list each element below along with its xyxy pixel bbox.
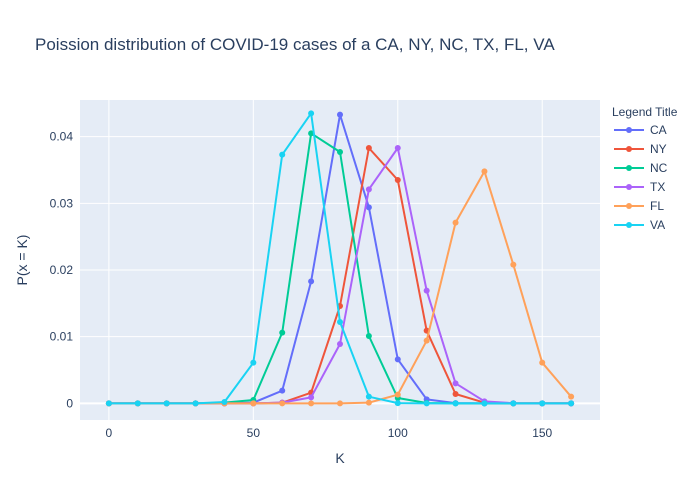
legend-item-tx: TX [614, 180, 665, 194]
y-tick-label: 0.03 [50, 196, 74, 210]
data-point-fl [308, 400, 315, 407]
data-point-va [134, 400, 141, 407]
y-axis-label: P(x = K) [14, 235, 30, 286]
data-point-va [481, 400, 488, 407]
legend-label-tx: TX [650, 180, 665, 194]
data-point-fl [481, 168, 488, 175]
legend-marker-ny [626, 146, 632, 152]
x-axis-label: K [335, 450, 345, 466]
legend-marker-ca [626, 127, 632, 133]
x-axis-ticks: 0 50 100 150 [106, 426, 553, 440]
series-va [105, 110, 575, 407]
data-point-ca [308, 278, 315, 285]
data-point-va [365, 393, 372, 400]
legend-label-nc: NC [650, 161, 668, 175]
data-point-va [163, 400, 170, 407]
data-point-va [337, 319, 343, 325]
data-point-ca [365, 204, 372, 211]
x-tick-label: 0 [106, 426, 113, 440]
data-point-ca [337, 111, 343, 118]
data-point-fl [568, 393, 575, 400]
data-point-fl [539, 359, 546, 366]
data-point-va [510, 400, 517, 407]
legend: Legend Title CA NY NC TX FL VA [612, 105, 678, 232]
data-point-ca [279, 387, 286, 394]
data-point-va [279, 151, 286, 158]
data-point-ny [394, 177, 401, 183]
data-point-tx [423, 287, 430, 294]
legend-label-ny: NY [650, 142, 667, 156]
legend-marker-nc [626, 165, 632, 171]
data-point-fl [510, 261, 517, 268]
data-point-nc [279, 329, 286, 336]
data-point-va [221, 399, 228, 405]
legend-label-ca: CA [650, 123, 667, 137]
data-point-va [394, 400, 401, 407]
data-point-nc [308, 130, 315, 137]
data-point-va [568, 400, 575, 407]
legend-label-va: VA [650, 218, 665, 232]
legend-title: Legend Title [612, 105, 678, 119]
legend-marker-va [626, 222, 632, 228]
data-point-fl [279, 400, 286, 407]
data-point-tx [308, 394, 315, 401]
data-point-va [192, 400, 199, 407]
legend-marker-fl [626, 203, 632, 209]
data-point-fl [394, 391, 401, 398]
y-tick-label: 0.04 [50, 130, 74, 144]
legend-label-fl: FL [650, 199, 664, 213]
data-point-tx [337, 341, 343, 347]
y-tick-label: 0 [66, 396, 73, 410]
data-point-fl [337, 400, 343, 407]
chart-title: Poission distribution of COVID-19 cases … [35, 35, 555, 54]
y-tick-label: 0.02 [50, 263, 74, 277]
data-point-nc [365, 333, 372, 339]
legend-item-nc: NC [614, 161, 668, 175]
x-tick-label: 100 [388, 426, 408, 440]
data-point-va [423, 400, 430, 407]
y-axis-ticks: 0 0.01 0.02 0.03 0.04 [50, 130, 74, 411]
y-tick-label: 0.01 [50, 330, 74, 344]
legend-item-va: VA [614, 218, 665, 232]
data-point-tx [365, 186, 372, 193]
legend-item-fl: FL [614, 199, 664, 213]
data-point-va [539, 400, 546, 407]
data-point-va [250, 359, 257, 366]
legend-item-ny: NY [614, 142, 667, 156]
data-point-ca [394, 356, 401, 363]
x-tick-label: 150 [532, 426, 552, 440]
data-point-va [308, 110, 315, 117]
data-point-fl [452, 219, 459, 226]
data-point-tx [452, 380, 459, 387]
data-point-va [105, 400, 112, 407]
y-grid [80, 136, 600, 338]
legend-marker-tx [626, 184, 632, 190]
legend-item-ca: CA [614, 123, 667, 137]
data-point-fl [365, 399, 372, 406]
data-point-ny [452, 391, 459, 397]
x-grid [108, 100, 543, 420]
data-point-fl [250, 400, 257, 407]
legend-items: CA NY NC TX FL VA [614, 123, 668, 232]
plot-area [80, 100, 600, 420]
series-group [105, 110, 575, 407]
data-point-va [452, 400, 459, 407]
data-point-tx [394, 145, 401, 151]
data-point-fl [423, 337, 430, 344]
x-tick-label: 50 [247, 426, 261, 440]
data-point-ny [365, 145, 372, 151]
data-point-nc [337, 149, 343, 155]
